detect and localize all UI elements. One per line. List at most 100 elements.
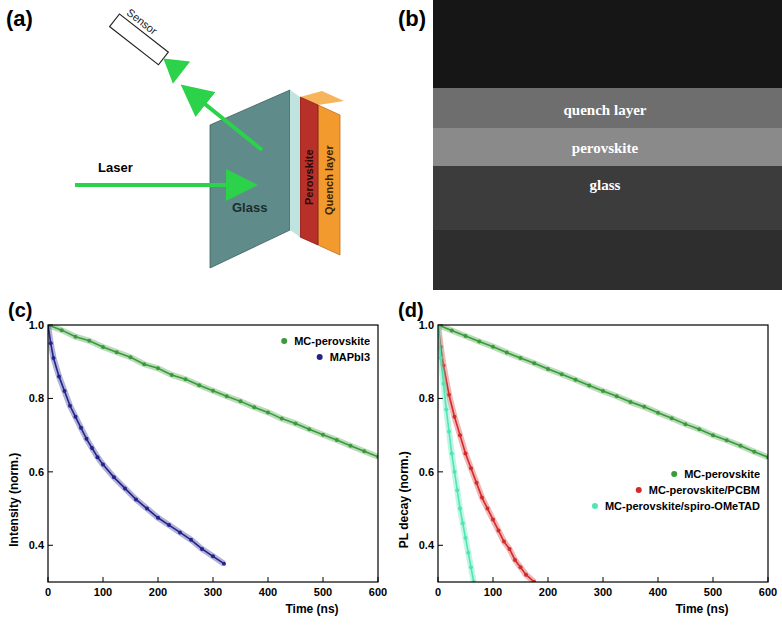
data-point	[156, 516, 160, 520]
data-point	[524, 573, 528, 577]
legend-marker	[592, 503, 598, 509]
data-point	[134, 497, 138, 501]
plot-frame	[438, 325, 768, 582]
x-axis-label: Time (ns)	[285, 602, 338, 616]
data-point	[502, 540, 506, 544]
data-point	[574, 378, 578, 382]
x-tick-label: 500	[704, 586, 722, 598]
series-line	[438, 325, 474, 582]
data-point	[101, 463, 105, 467]
chart: (d)01002003004005006000.40.60.81.0Time (…	[397, 299, 777, 616]
diagram: (a)GlassPerovskiteQuench layerLaserSenso…	[6, 3, 344, 268]
panel-label: (c)	[8, 299, 32, 321]
sensor-cone	[155, 47, 190, 83]
perovskite-label: Perovskite	[303, 149, 315, 205]
data-point	[519, 565, 523, 569]
data-point	[178, 530, 182, 534]
data-point	[475, 481, 479, 485]
series-halo	[48, 325, 224, 564]
data-point	[684, 422, 688, 426]
data-point	[307, 427, 311, 431]
sem-image: (b)quench layerperovskiteglass	[398, 0, 782, 290]
band-glass	[433, 166, 782, 290]
y-tick	[48, 398, 53, 399]
series-halo	[438, 325, 534, 582]
data-point	[447, 429, 451, 433]
data-point	[74, 335, 78, 339]
x-tick-label: 0	[435, 586, 441, 598]
data-point	[469, 466, 473, 470]
data-point	[112, 475, 116, 479]
data-point	[466, 551, 470, 555]
data-point	[335, 438, 339, 442]
data-point	[450, 452, 454, 456]
glass-side	[290, 90, 300, 237]
y-axis-label: PL decay (norm.)	[397, 451, 411, 548]
data-point	[464, 452, 468, 456]
data-point	[266, 410, 270, 414]
data-point	[145, 507, 149, 511]
data-point	[439, 356, 443, 360]
y-tick	[48, 471, 53, 472]
x-tick	[658, 577, 659, 582]
x-tick	[323, 577, 324, 582]
data-point	[455, 488, 459, 492]
laser-arrow	[75, 183, 246, 187]
data-point	[464, 334, 468, 338]
data-point	[63, 389, 67, 393]
legend-label: MAPbI3	[330, 351, 370, 363]
series-halo	[48, 325, 378, 457]
legend: MC-perovskite MAPbI3	[281, 335, 370, 363]
data-point	[453, 415, 457, 419]
plot-area	[438, 325, 768, 582]
x-axis-label: Time (ns)	[675, 602, 728, 616]
y-axis-label: Intensity (norm.)	[7, 453, 21, 547]
data-point	[115, 350, 119, 354]
data-point	[725, 438, 729, 442]
data-point	[60, 328, 64, 332]
y-tick	[48, 545, 53, 546]
y-tick-label: 0.4	[419, 539, 435, 551]
y-tick-label: 0.8	[419, 392, 434, 404]
data-point	[294, 421, 298, 425]
data-point	[458, 507, 462, 511]
quench-slab	[318, 105, 340, 255]
x-tick-label: 600	[759, 586, 777, 598]
legend-marker	[281, 338, 287, 344]
data-point	[656, 411, 660, 415]
series-line	[48, 325, 378, 457]
data-point	[450, 329, 454, 333]
figure: (a)GlassPerovskiteQuench layerLaserSenso…	[0, 0, 782, 632]
legend-label: MC-perovskite	[294, 335, 370, 347]
reflect-arrow	[190, 92, 262, 150]
data-point	[280, 417, 284, 421]
x-tick	[268, 577, 269, 582]
legend-marker	[317, 354, 323, 360]
y-tick	[438, 471, 443, 472]
chart: (c)01002003004005006000.40.60.81.0Time (…	[7, 299, 387, 616]
laser-label: Laser	[98, 160, 133, 175]
data-point	[752, 450, 756, 454]
x-tick	[103, 577, 104, 582]
data-point	[211, 389, 215, 393]
data-point	[57, 374, 61, 378]
data-point	[532, 361, 536, 365]
data-point	[505, 351, 509, 355]
quench-label: Quench layer	[323, 145, 335, 215]
data-point	[444, 407, 448, 411]
data-point	[477, 340, 481, 344]
sensor-label: Sensor	[125, 6, 160, 37]
data-point	[615, 394, 619, 398]
data-point	[142, 362, 146, 366]
x-tick	[548, 577, 549, 582]
data-point	[123, 486, 127, 490]
data-point	[197, 383, 201, 387]
data-point	[321, 433, 325, 437]
data-point	[453, 470, 457, 474]
series-line	[438, 325, 768, 457]
data-point	[670, 416, 674, 420]
data-point	[642, 405, 646, 409]
legend-label: MC-perovskite/spiro-OMeTAD	[605, 500, 760, 512]
y-tick-label: 1.0	[419, 319, 434, 331]
data-point	[252, 405, 256, 409]
